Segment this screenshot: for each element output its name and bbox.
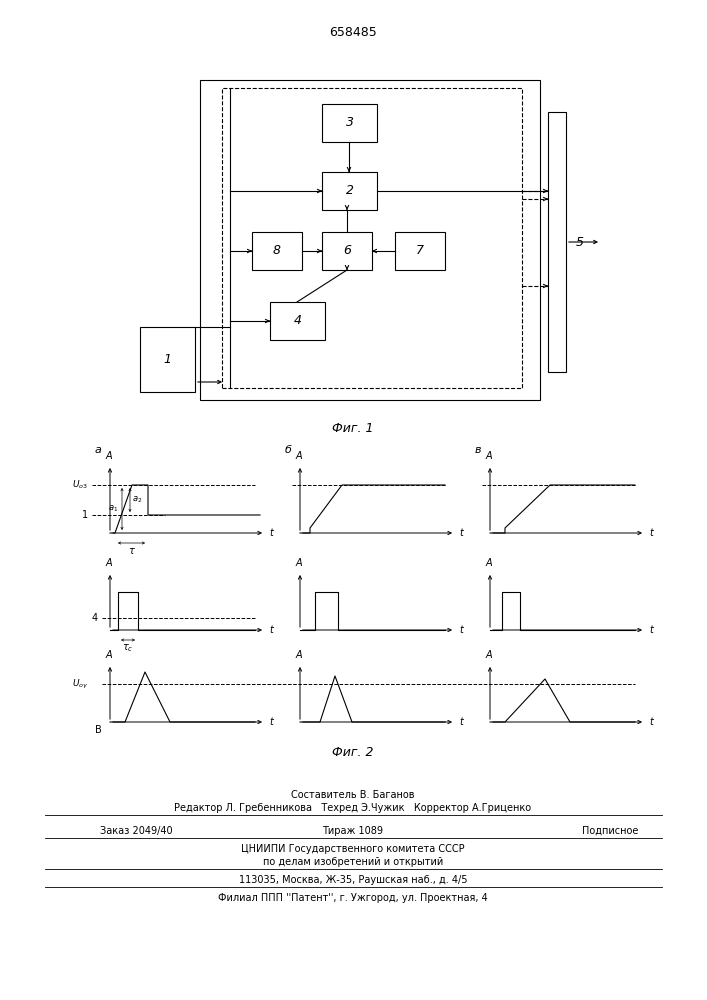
Text: 8: 8 (273, 244, 281, 257)
Text: A: A (105, 451, 112, 461)
Text: 3: 3 (346, 116, 354, 129)
Text: 5: 5 (576, 235, 584, 248)
Text: Фиг. 2: Фиг. 2 (332, 746, 374, 758)
Text: A: A (296, 650, 303, 660)
Text: A: A (486, 650, 492, 660)
Text: t: t (649, 625, 653, 635)
Text: 4: 4 (293, 314, 301, 328)
Text: 113035, Москва, Ж-35, Раушская наб., д. 4/5: 113035, Москва, Ж-35, Раушская наб., д. … (239, 875, 467, 885)
Text: 1: 1 (82, 510, 88, 520)
Text: в: в (474, 445, 481, 455)
Text: Редактор Л. Гребенникова   Техред Э.Чужик   Корректор А.Гриценко: Редактор Л. Гребенникова Техред Э.Чужик … (175, 803, 532, 813)
Text: $U_{o3}$: $U_{o3}$ (72, 479, 88, 491)
Text: $U_{o\gamma}$: $U_{o\gamma}$ (71, 677, 88, 691)
Text: A: A (296, 451, 303, 461)
Text: A: A (105, 650, 112, 660)
Text: a: a (95, 445, 101, 455)
Text: t: t (459, 625, 463, 635)
Text: $\tau$: $\tau$ (127, 546, 136, 556)
Text: по делам изобретений и открытий: по делам изобретений и открытий (263, 857, 443, 867)
Text: t: t (269, 717, 273, 727)
Text: Фиг. 1: Фиг. 1 (332, 422, 374, 434)
Bar (252, 232, 302, 270)
Text: t: t (649, 528, 653, 538)
Text: $\tau_c$: $\tau_c$ (122, 642, 134, 654)
Text: $a_1$: $a_1$ (107, 504, 118, 514)
Bar (200, 80, 540, 400)
Text: t: t (269, 528, 273, 538)
Text: Тираж 1089: Тираж 1089 (322, 826, 383, 836)
Text: B: B (95, 725, 102, 735)
Text: 6: 6 (343, 244, 351, 257)
Text: $a_2$: $a_2$ (132, 495, 142, 505)
Text: 4: 4 (92, 613, 98, 623)
Bar (395, 232, 445, 270)
Text: Филиал ППП ''Патент'', г. Ужгород, ул. Проектная, 4: Филиал ППП ''Патент'', г. Ужгород, ул. П… (218, 893, 488, 903)
Text: 658485: 658485 (329, 25, 377, 38)
Bar (322, 172, 377, 210)
Bar (222, 88, 522, 388)
Text: t: t (459, 528, 463, 538)
Text: t: t (459, 717, 463, 727)
Text: t: t (649, 717, 653, 727)
Text: Подписное: Подписное (582, 826, 638, 836)
Text: Составитель В. Баганов: Составитель В. Баганов (291, 790, 415, 800)
Text: 1: 1 (163, 353, 172, 366)
Text: A: A (486, 451, 492, 461)
Text: t: t (269, 625, 273, 635)
Text: A: A (105, 558, 112, 568)
Bar (322, 232, 372, 270)
Text: б: б (284, 445, 291, 455)
Text: A: A (486, 558, 492, 568)
Text: Заказ 2049/40: Заказ 2049/40 (100, 826, 173, 836)
Text: ЦНИИПИ Государственного комитета СССР: ЦНИИПИ Государственного комитета СССР (241, 844, 464, 854)
Bar (270, 302, 325, 340)
Text: 2: 2 (346, 184, 354, 198)
Bar (140, 327, 195, 392)
Bar (322, 104, 377, 142)
Text: A: A (296, 558, 303, 568)
Bar (548, 112, 566, 372)
Text: 7: 7 (416, 244, 424, 257)
